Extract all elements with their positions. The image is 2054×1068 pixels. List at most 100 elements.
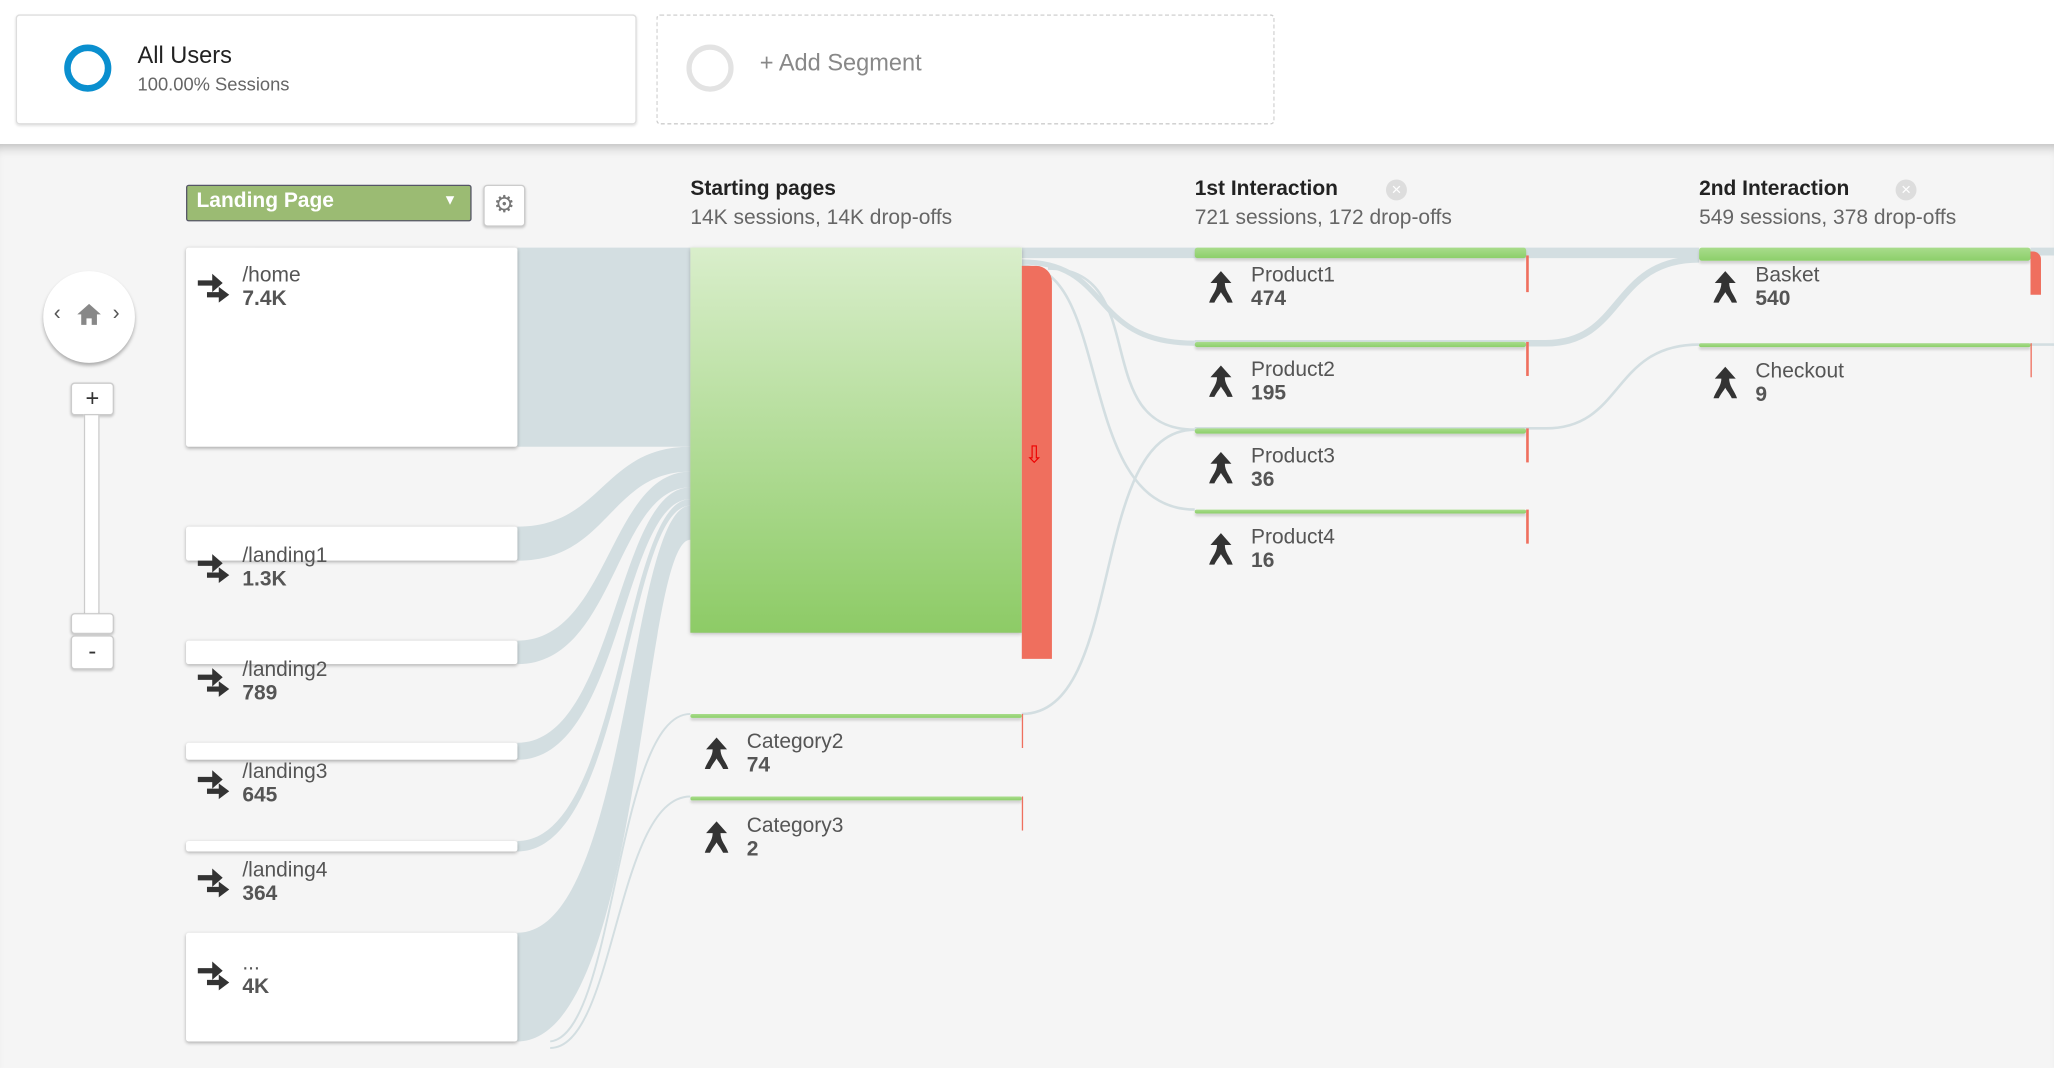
node-bar[interactable] [1194,428,1527,434]
node-bar[interactable] [1194,509,1527,514]
gear-icon[interactable]: ⚙ [483,184,526,227]
node-label: /home [242,264,301,287]
dropoff-bar[interactable] [1021,713,1024,749]
merge-icon [1205,270,1236,311]
interaction-node[interactable]: Basket 540 [1710,265,1998,323]
landing-node-box[interactable] [186,742,518,760]
column-summary: 549 sessions, 378 drop-offs [1699,206,1957,230]
entrance-icon [196,270,233,311]
interaction-node[interactable]: Product1 474 [1205,265,1493,323]
dropoff-bar[interactable] [2030,343,2032,378]
dimension-dropdown[interactable]: Landing Page ▼ [186,184,472,222]
landing-node-box[interactable] [186,526,518,561]
dropoff-bar[interactable] [1526,509,1529,544]
landing-node-box[interactable] [186,640,518,665]
interaction-node[interactable]: Product2 195 [1205,359,1493,417]
node-value: 74 [746,754,771,777]
landing-node[interactable]: ... 4K [196,952,484,1010]
node-value: 4K [242,975,270,999]
dimension-dropdown-label: Landing Page [196,189,334,213]
merge-icon [1205,364,1236,405]
segment-name: All Users [137,41,232,69]
add-segment-label: + Add Segment [759,49,922,76]
entrance-icon [196,958,233,999]
zoom-in-button[interactable]: + [70,382,114,416]
node-label: Product4 [1251,526,1335,549]
entrance-icon [196,550,233,591]
flow-cat2-product3 [1021,428,1195,716]
merge-icon [1205,451,1236,492]
landing-node[interactable]: /landing4 364 [196,859,484,917]
landing-node[interactable]: /landing3 645 [196,761,484,819]
dropoff-bar[interactable]: ⇩ [1021,265,1052,659]
landing-node-box[interactable] [186,932,518,1042]
entrance-icon [196,766,233,807]
landing-node[interactable]: /landing1 1.3K [196,545,484,603]
column-title: Starting pages [690,178,836,201]
node-label: Category2 [746,730,844,754]
pan-control[interactable]: ‹ › [43,271,135,363]
node-value: 2 [746,838,759,861]
flow-product3-checkout [1194,343,2054,430]
node-label: /landing3 [242,761,328,784]
flow-product2-basket [1194,256,1700,347]
pan-right-icon[interactable]: › [112,302,120,325]
node-label: Product2 [1251,358,1335,382]
segment-all-users[interactable]: All Users 100.00% Sessions [15,14,637,125]
column-title: 1st Interaction [1194,178,1338,201]
segment-detail: 100.00% Sessions [137,73,290,95]
node-label: /landing4 [242,859,328,882]
landing-node[interactable]: /landing2 789 [196,659,484,717]
merge-icon [1710,270,1741,311]
node-bar[interactable] [690,713,1022,718]
landing-node[interactable]: /home 7.4K [196,265,484,323]
node-value: 195 [1251,382,1287,405]
flow-cat1-product2 [1021,259,1195,346]
start-node[interactable]: Category2 74 [701,731,989,789]
pan-left-icon[interactable]: ‹ [53,302,61,325]
node-bar[interactable] [690,796,1022,801]
segment-ring-icon [64,44,112,92]
node-label: Category3 [746,814,844,838]
interaction-node[interactable]: Product4 16 [1205,527,1493,585]
zoom-slider-handle[interactable] [70,613,114,635]
flow-other [517,505,691,1042]
add-segment-button[interactable]: + Add Segment [656,14,1275,125]
close-column-icon[interactable]: × [1385,179,1407,201]
node-category1[interactable] [690,247,1022,633]
home-icon[interactable] [76,303,102,327]
dropoff-bar[interactable] [1021,796,1024,831]
dropoff-bar[interactable] [1526,255,1529,293]
start-node[interactable]: Category3 2 [701,815,989,873]
node-value: 7.4K [242,288,287,311]
node-label: Checkout [1755,360,1844,383]
interaction-node[interactable]: Checkout 9 [1710,360,1998,418]
node-value: 645 [242,784,278,807]
dropoff-bar[interactable] [1526,341,1529,376]
node-label: Basket [1755,264,1820,287]
landing-node-box[interactable] [186,247,518,447]
node-label: /landing1 [242,544,328,568]
zoom-slider-track[interactable] [83,413,100,619]
interaction-node[interactable]: Product3 36 [1205,445,1493,503]
node-value: 16 [1251,550,1275,573]
merge-icon [701,820,732,861]
node-bar[interactable] [1699,343,2031,348]
node-bar[interactable] [1699,247,2031,261]
close-column-icon[interactable]: × [1895,179,1917,201]
node-bar[interactable] [1194,341,1527,348]
flow-landing2 [517,471,691,665]
node-value: 474 [1251,288,1287,311]
node-value: 789 [242,682,278,705]
merge-icon [1710,365,1741,406]
node-label: Product3 [1251,445,1335,468]
node-bar[interactable] [1194,247,1527,259]
flow-cat2-left [550,712,691,1043]
dropoff-bar[interactable] [2030,251,2041,295]
merge-icon [1205,532,1236,573]
dropoff-bar[interactable] [1526,428,1529,463]
landing-node-box[interactable] [186,841,518,852]
zoom-out-button[interactable]: - [70,635,114,670]
dropoff-arrow-icon: ⇩ [1024,441,1045,468]
